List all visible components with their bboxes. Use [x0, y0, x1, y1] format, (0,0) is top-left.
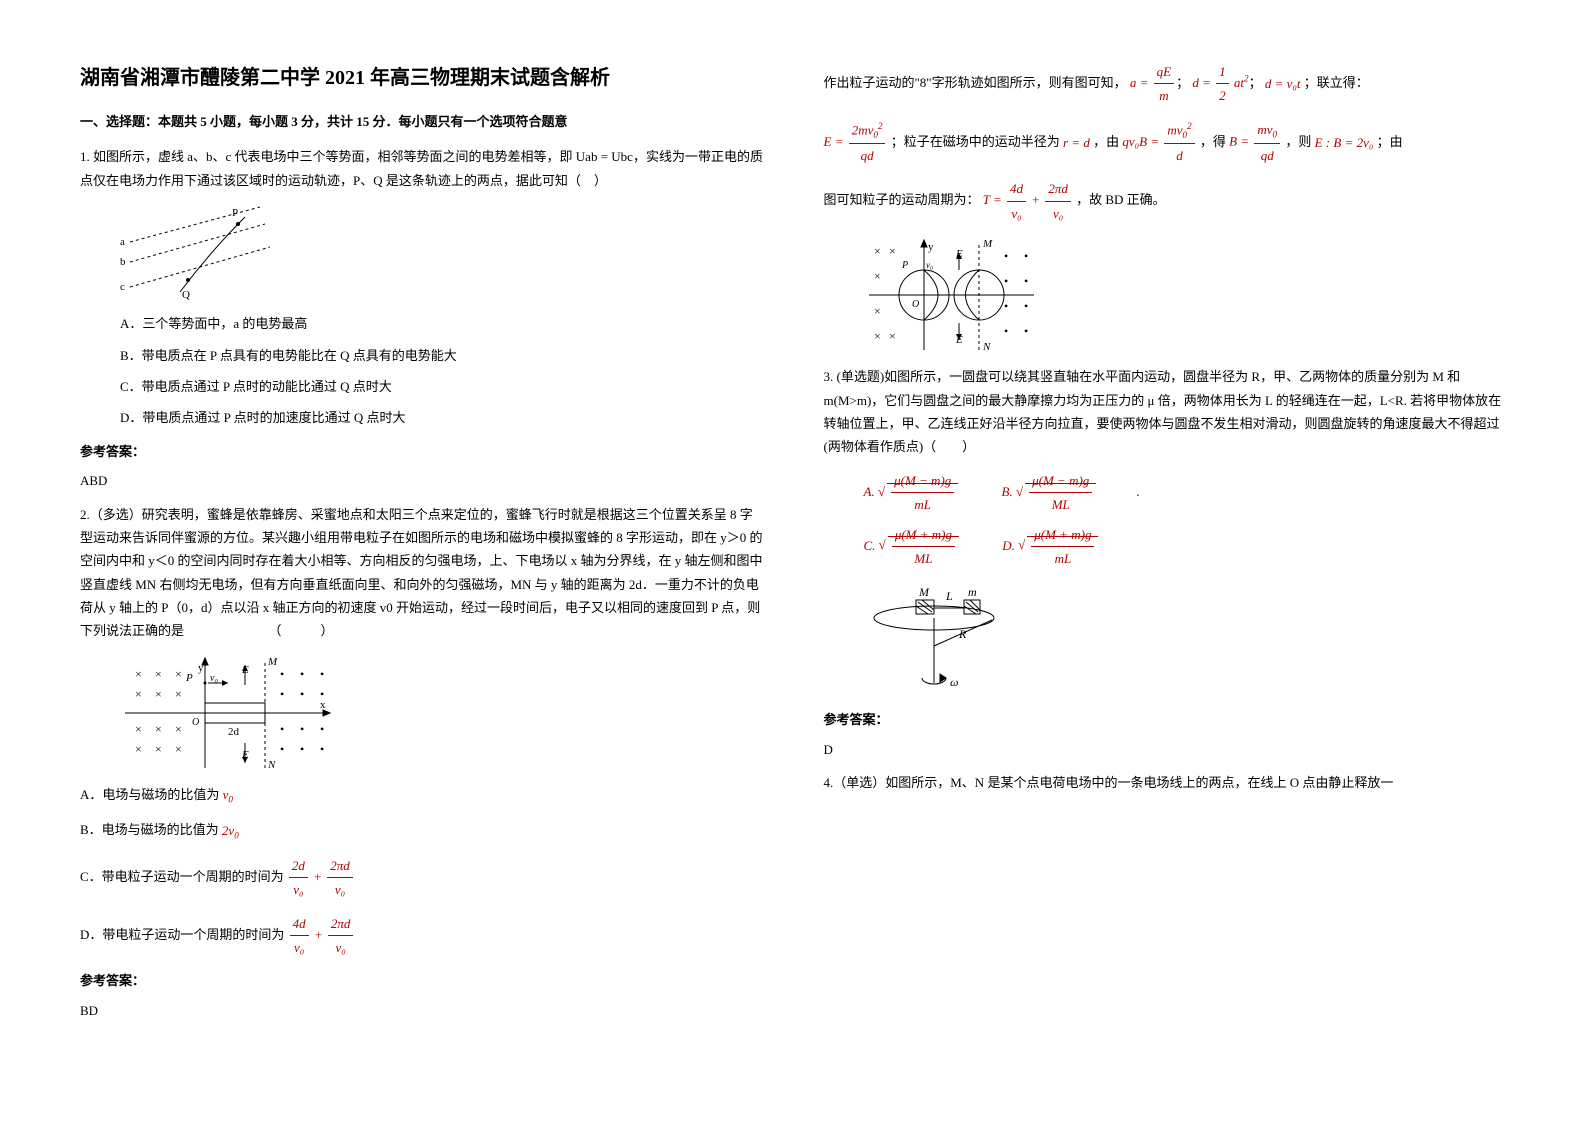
svg-text:×: × [874, 269, 881, 283]
svg-text:•: • [1024, 299, 1028, 313]
q2-opt-d: D．带电粒子运动一个周期的时间为 4dv₀ + 2πdv₀ [80, 912, 764, 960]
q4-stem: 4.（单选）如图所示，M、N 是某个点电荷电场中的一条电场线上的两点，在线上 O… [824, 771, 1508, 794]
q3-opt-row1: A. μ(M − m)gmL B. μ(M − m)gML. [864, 469, 1508, 517]
svg-text:P: P [185, 672, 193, 684]
svg-text:2d: 2d [228, 726, 240, 738]
svg-text:•: • [320, 667, 324, 681]
svg-text:ω: ω [950, 675, 958, 689]
svg-text:•: • [1024, 249, 1028, 263]
svg-text:×: × [155, 722, 162, 736]
q3-opt-row2: C. μ(M + m)gML D. μ(M + m)gmL [864, 523, 1508, 571]
svg-text:v₀: v₀ [926, 260, 933, 270]
svg-text:P: P [232, 207, 238, 219]
svg-text:•: • [280, 742, 284, 756]
svg-text:×: × [874, 304, 881, 318]
svg-text:•: • [280, 722, 284, 736]
svg-text:×: × [175, 667, 182, 681]
svg-text:•: • [300, 722, 304, 736]
svg-text:•: • [320, 687, 324, 701]
q2-expl-2: E = 2mv02qd ；粒子在磁场中的运动半径为 r = d ，由 qv₀B … [824, 118, 1508, 168]
svg-text:O: O [192, 717, 199, 728]
svg-text:•: • [1024, 274, 1028, 288]
svg-text:•: • [300, 687, 304, 701]
section-heading: 一、选择题：本题共 5 小题，每小题 3 分，共计 15 分．每小题只有一个选项… [80, 110, 764, 133]
q1-opt-c: C．带电质点通过 P 点时的动能比通过 Q 点时大 [120, 375, 764, 398]
q3-answer-label: 参考答案： [824, 708, 1508, 731]
svg-text:a: a [120, 236, 125, 248]
svg-text:•: • [1004, 249, 1008, 263]
q2-expl-1: 作出粒子运动的"8"字形轨迹如图所示，则有图可知， a = qEm ； d = … [824, 60, 1508, 108]
svg-text:•: • [1004, 324, 1008, 338]
svg-text:L: L [945, 589, 953, 603]
svg-text:R: R [958, 627, 967, 641]
q1-opt-a: A．三个等势面中，a 的电势最高 [120, 312, 764, 335]
svg-text:•: • [1004, 299, 1008, 313]
q1-figure: a b c P Q [120, 202, 290, 302]
q1-answer-label: 参考答案： [80, 440, 764, 463]
q2-expl-3: 图可知粒子的运动周期为： T = 4dv₀ + 2πdv₀ ，故 BD 正确。 [824, 177, 1508, 225]
q3-stem: 3. (单选题)如图所示，一圆盘可以绕其竖直轴在水平面内运动，圆盘半径为 R，甲… [824, 365, 1508, 459]
q1-stem: 1. 如图所示，虚线 a、b、c 代表电场中三个等势面，相邻等势面之间的电势差相… [80, 145, 764, 192]
q1-opt-d: D．带电质点通过 P 点时的加速度比通过 Q 点时大 [120, 406, 764, 429]
svg-text:×: × [874, 329, 881, 343]
svg-text:×: × [135, 667, 142, 681]
svg-text:×: × [175, 687, 182, 701]
svg-text:M: M [267, 656, 278, 668]
q2-figure-expl: ×× × × ×× •• •• •• •• y E E M N P v₀ O [864, 235, 1044, 355]
q2-opt-c: C．带电粒子运动一个周期的时间为 2dv₀ + 2πdv₀ [80, 854, 764, 902]
svg-text:•: • [1004, 274, 1008, 288]
svg-text:×: × [874, 244, 881, 258]
svg-text:N: N [982, 341, 991, 353]
svg-text:•: • [280, 667, 284, 681]
q2-answer: BD [80, 999, 764, 1022]
svg-text:×: × [135, 742, 142, 756]
q2-figure: y x M N 2d E E ××× ××× ××× ××× ••• ••• •… [120, 653, 340, 773]
q2-opt-a: A．电场与磁场的比值为 v0 [80, 783, 764, 808]
svg-text:×: × [889, 244, 896, 258]
svg-text:×: × [135, 722, 142, 736]
svg-text:×: × [175, 742, 182, 756]
svg-text:N: N [267, 759, 276, 771]
svg-text:M: M [918, 585, 930, 599]
svg-text:×: × [155, 742, 162, 756]
svg-text:O: O [912, 299, 919, 310]
svg-text:•: • [320, 722, 324, 736]
svg-text:•: • [300, 667, 304, 681]
svg-text:•: • [1024, 324, 1028, 338]
q2-stem: 2.（多选）研究表明，蜜蜂是依靠蜂房、采蜜地点和太阳三个点来定位的，蜜蜂飞行时就… [80, 503, 764, 643]
q2-answer-label: 参考答案： [80, 969, 764, 992]
svg-text:P: P [901, 260, 908, 271]
svg-text:×: × [135, 687, 142, 701]
svg-text:•: • [320, 742, 324, 756]
q2-opt-b: B．电场与磁场的比值为 2v0 [80, 818, 764, 843]
q1-opt-b: B．带电质点在 P 点具有的电势能比在 Q 点具有的电势能大 [120, 344, 764, 367]
svg-text:Q: Q [182, 289, 190, 301]
svg-text:v₀: v₀ [210, 673, 218, 684]
svg-text:b: b [120, 256, 126, 268]
svg-text:m: m [968, 585, 977, 599]
svg-text:×: × [175, 722, 182, 736]
svg-text:×: × [155, 667, 162, 681]
svg-text:M: M [982, 238, 993, 250]
page-title: 湖南省湘潭市醴陵第二中学 2021 年高三物理期末试题含解析 [80, 60, 764, 96]
svg-text:×: × [155, 687, 162, 701]
svg-text:×: × [889, 329, 896, 343]
svg-text:y: y [928, 241, 934, 253]
svg-text:•: • [300, 742, 304, 756]
svg-text:•: • [280, 687, 284, 701]
q3-figure: M m L R ω [864, 578, 1034, 698]
svg-text:c: c [120, 281, 125, 293]
svg-text:y: y [198, 662, 204, 674]
q1-answer: ABD [80, 469, 764, 492]
q3-answer: D [824, 738, 1508, 761]
